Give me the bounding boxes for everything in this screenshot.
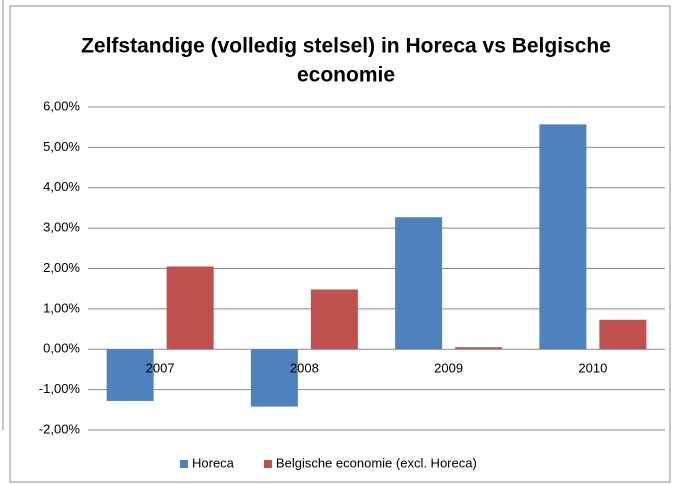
chart-title: economie bbox=[297, 64, 395, 87]
chart-title: Zelfstandige (volledig stelsel) in Horec… bbox=[81, 35, 611, 58]
bar bbox=[166, 266, 214, 350]
y-tick-label: 3,00% bbox=[43, 220, 80, 235]
y-tick-label: 0,00% bbox=[43, 341, 80, 356]
legend-swatch bbox=[180, 460, 188, 468]
bar bbox=[250, 349, 298, 407]
bar bbox=[106, 349, 154, 401]
x-tick-label: 2007 bbox=[146, 361, 175, 376]
y-tick-label: 5,00% bbox=[43, 139, 80, 154]
y-tick-label: 2,00% bbox=[43, 260, 80, 275]
y-tick-label: 1,00% bbox=[43, 300, 80, 315]
bar bbox=[455, 347, 503, 350]
y-tick-label: 4,00% bbox=[43, 179, 80, 194]
bar bbox=[395, 217, 443, 350]
legend-label: Horeca bbox=[192, 455, 235, 470]
x-tick-label: 2008 bbox=[290, 361, 319, 376]
legend-swatch bbox=[263, 460, 272, 468]
y-tick-label: 6,00% bbox=[43, 98, 80, 113]
x-tick-label: 2009 bbox=[434, 361, 463, 376]
bar bbox=[310, 289, 358, 350]
x-tick-label: 2010 bbox=[578, 361, 607, 376]
y-tick-label: -2,00% bbox=[39, 421, 81, 436]
legend-label: Belgische economie (excl. Horeca) bbox=[276, 455, 477, 470]
bar bbox=[599, 319, 647, 350]
y-tick-label: -1,00% bbox=[39, 381, 81, 396]
bar bbox=[539, 124, 587, 350]
